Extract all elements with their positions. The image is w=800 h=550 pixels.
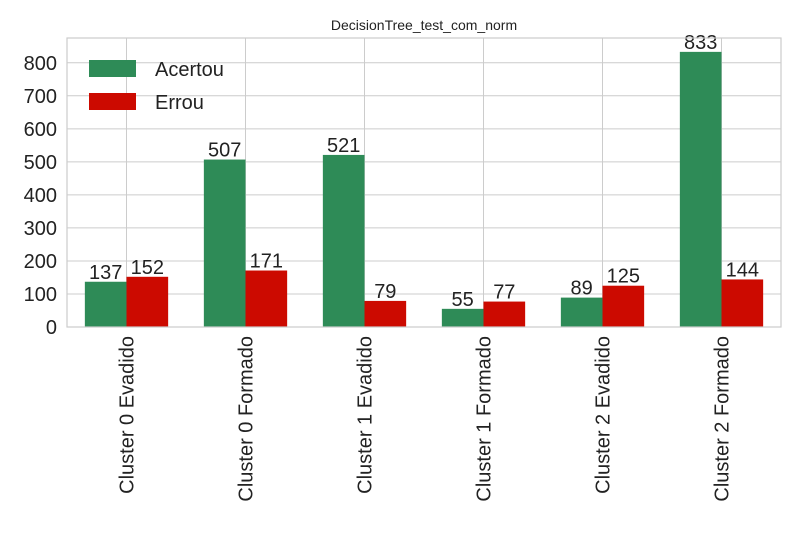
data-label: 521 — [327, 135, 360, 157]
bar-errou — [245, 270, 288, 327]
legend-label: Errou — [155, 92, 204, 114]
bar-errou — [126, 276, 169, 327]
bar-acertou — [679, 51, 722, 327]
x-tick-label: Cluster 2 Formado — [712, 336, 734, 502]
legend-swatch-errou — [89, 93, 136, 110]
data-labels: 137 507 521 55 89 833 152 171 79 77 125 144 — [89, 32, 759, 311]
legend-swatch-acertou — [89, 60, 136, 77]
y-tick-label: 600 — [24, 119, 57, 141]
x-tick-label: Cluster 0 Evadido — [117, 336, 139, 494]
bar-acertou — [322, 154, 365, 327]
bar-errou — [602, 285, 645, 327]
data-label: 137 — [89, 262, 122, 284]
data-label: 152 — [131, 257, 164, 279]
bar-acertou — [203, 159, 246, 327]
y-tick-label: 800 — [24, 53, 57, 75]
data-label: 77 — [493, 282, 515, 304]
chart-title: DecisionTree_test_com_norm — [331, 17, 517, 33]
bar-errou — [483, 301, 526, 327]
data-label: 89 — [571, 278, 593, 300]
y-tick-label: 700 — [24, 86, 57, 108]
y-tick-label: 0 — [46, 317, 57, 339]
data-label: 833 — [684, 32, 717, 54]
bar-acertou — [84, 281, 127, 327]
bar-acertou — [560, 297, 603, 327]
data-label: 125 — [607, 266, 640, 288]
x-tick-label: Cluster 0 Formado — [236, 336, 258, 502]
bar-errou — [364, 300, 407, 327]
data-label: 79 — [374, 281, 396, 303]
y-tick-label: 300 — [24, 218, 57, 240]
plot-frame — [66, 37, 782, 328]
y-tick-label: 200 — [24, 251, 57, 273]
y-tick-label: 400 — [24, 185, 57, 207]
grid-lines — [67, 38, 781, 328]
x-axis-ticks: Cluster 0 Evadido Cluster 0 Formado Cluste… — [117, 336, 734, 502]
x-tick-label: Cluster 2 Evadido — [593, 336, 615, 494]
y-tick-label: 100 — [24, 284, 57, 306]
x-tick-label: Cluster 1 Evadido — [355, 336, 377, 494]
data-label: 144 — [726, 259, 759, 281]
data-label: 171 — [250, 251, 283, 273]
bar-errou — [721, 279, 764, 327]
y-tick-label: 500 — [24, 152, 57, 174]
y-axis-ticks: 0 100 200 300 400 500 600 700 800 — [24, 53, 57, 339]
legend-label: Acertou — [155, 59, 224, 81]
x-tick-label: Cluster 1 Formado — [474, 336, 496, 502]
bars — [84, 51, 764, 327]
data-label: 55 — [452, 289, 474, 311]
legend: Acertou Errou — [89, 59, 224, 114]
bar-acertou — [441, 308, 484, 327]
data-label: 507 — [208, 140, 241, 162]
